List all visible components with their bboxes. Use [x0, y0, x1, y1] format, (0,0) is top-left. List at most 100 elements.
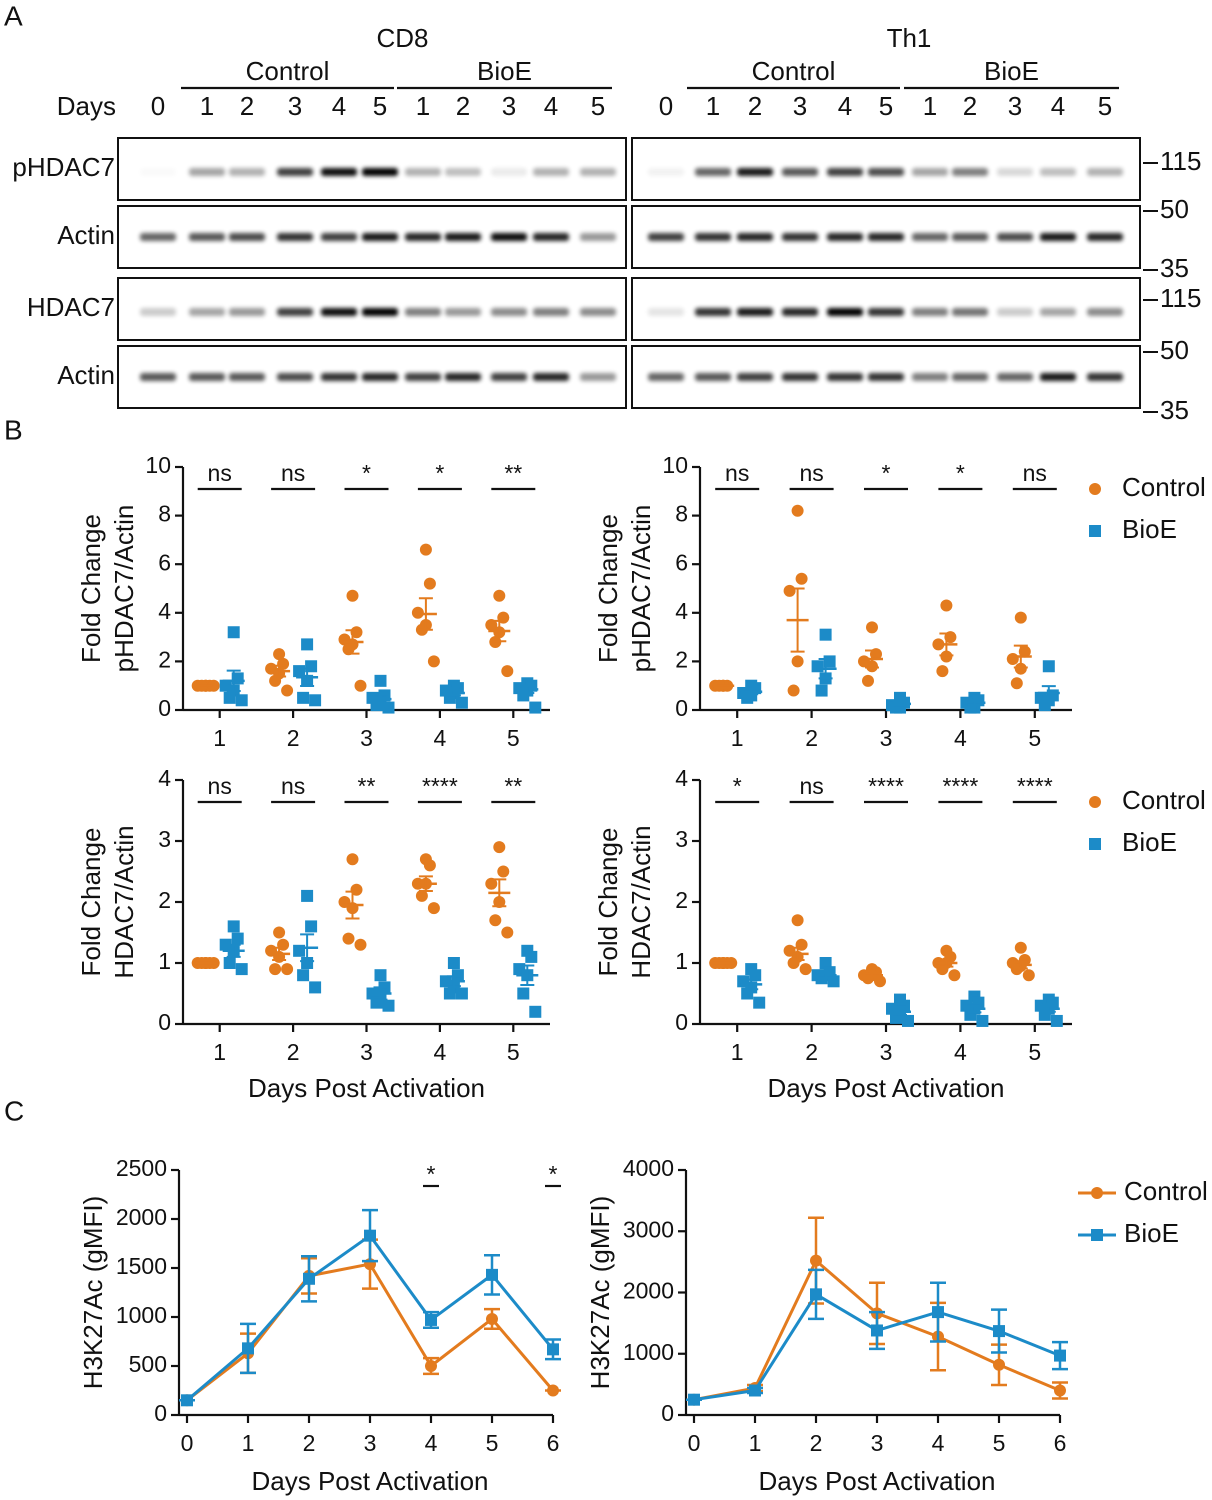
band [277, 308, 313, 316]
x-tick-label: 2 [805, 1039, 818, 1065]
legend-label: BioE [1124, 1218, 1179, 1248]
condition-label: BioE [477, 56, 532, 86]
sem-bar [300, 667, 315, 687]
band [1087, 233, 1123, 241]
mw-marker: 115 [1160, 146, 1201, 176]
band [189, 233, 225, 241]
legend-marker [1089, 483, 1101, 495]
band [912, 373, 948, 381]
band [868, 308, 904, 316]
y-tick-label: 10 [145, 452, 171, 478]
x-axis-label: Days Post Activation [248, 1073, 485, 1103]
band [277, 233, 313, 241]
y-tick-label: 500 [129, 1351, 167, 1377]
y-axis-label: HDAC7/Actin [626, 825, 656, 978]
data-point [940, 650, 953, 663]
band [1040, 168, 1076, 176]
band [648, 168, 684, 176]
y-tick-label: 2 [158, 646, 171, 672]
day-label: 4 [838, 91, 852, 121]
sem-bar [492, 619, 507, 643]
band [321, 308, 357, 316]
band [362, 308, 398, 316]
data-point [936, 665, 949, 678]
day-label: 4 [544, 91, 558, 121]
mw-marker: 35 [1160, 253, 1189, 283]
y-tick-label: 4000 [623, 1155, 674, 1181]
data-point [862, 674, 874, 687]
significance-label: ** [504, 773, 522, 799]
sem-bar [272, 664, 287, 678]
sem-bar [520, 684, 535, 694]
day-label: 2 [240, 91, 254, 121]
sem-bar [1041, 1004, 1056, 1013]
data-point [309, 981, 322, 994]
band [737, 373, 773, 381]
data-point [181, 1394, 193, 1407]
x-tick-label: 1 [749, 1430, 762, 1456]
x-tick-label: 5 [507, 725, 520, 751]
band [405, 233, 441, 241]
data-point [382, 701, 395, 714]
x-tick-label: 5 [486, 1430, 499, 1456]
data-point [423, 577, 436, 590]
legend-marker [1089, 525, 1101, 537]
band [1040, 308, 1076, 316]
sem-bar [967, 699, 982, 706]
data-point [810, 1254, 822, 1267]
day-label: 5 [373, 91, 387, 121]
data-point [688, 1393, 700, 1406]
y-tick-label: 4 [675, 598, 688, 624]
significance-label: * [882, 460, 891, 486]
data-point [1014, 611, 1027, 624]
data-point [902, 1014, 914, 1027]
data-point [529, 1005, 542, 1018]
significance-label: ns [281, 773, 305, 799]
x-tick-label: 3 [360, 725, 373, 751]
x-tick-label: 1 [242, 1430, 255, 1456]
data-point [382, 999, 395, 1012]
day-label: 4 [332, 91, 346, 121]
legend-label: Control [1124, 1176, 1208, 1206]
x-tick-label: 0 [181, 1430, 194, 1456]
day-label: 1 [706, 91, 720, 121]
band [827, 308, 863, 316]
sem-bar [1013, 960, 1028, 970]
data-point [791, 914, 804, 927]
band [405, 373, 441, 381]
y-tick-label: 2000 [623, 1278, 674, 1304]
x-tick-label: 2 [303, 1430, 316, 1456]
panel-label: B [4, 414, 23, 445]
significance-label: ns [725, 460, 749, 486]
legend-marker [1091, 1229, 1103, 1241]
data-point [427, 902, 440, 915]
x-tick-label: 5 [1028, 1039, 1041, 1065]
band [229, 233, 265, 241]
data-point [427, 655, 440, 668]
y-tick-label: 3 [158, 826, 171, 852]
significance-label: **** [868, 773, 904, 799]
band [189, 308, 225, 316]
days-label: Days [57, 91, 116, 121]
data-point [235, 694, 248, 707]
data-point [993, 1325, 1005, 1338]
data-point [517, 987, 530, 1000]
x-tick-label: 2 [287, 725, 300, 751]
y-tick-label: 2 [675, 887, 688, 913]
day-label: 4 [1051, 91, 1065, 121]
data-point [281, 684, 294, 697]
band [1040, 373, 1076, 381]
x-tick-label: 4 [434, 725, 447, 751]
band [695, 233, 731, 241]
significance-label: **** [422, 773, 458, 799]
band [321, 168, 357, 176]
x-tick-label: 4 [932, 1430, 945, 1456]
data-point [455, 987, 468, 1000]
band [140, 308, 176, 316]
y-tick-label: 6 [675, 549, 688, 575]
data-point [301, 957, 314, 969]
data-point [753, 996, 766, 1009]
data-point [501, 665, 514, 678]
x-tick-label: 5 [1028, 725, 1041, 751]
group-title: Th1 [887, 23, 932, 53]
